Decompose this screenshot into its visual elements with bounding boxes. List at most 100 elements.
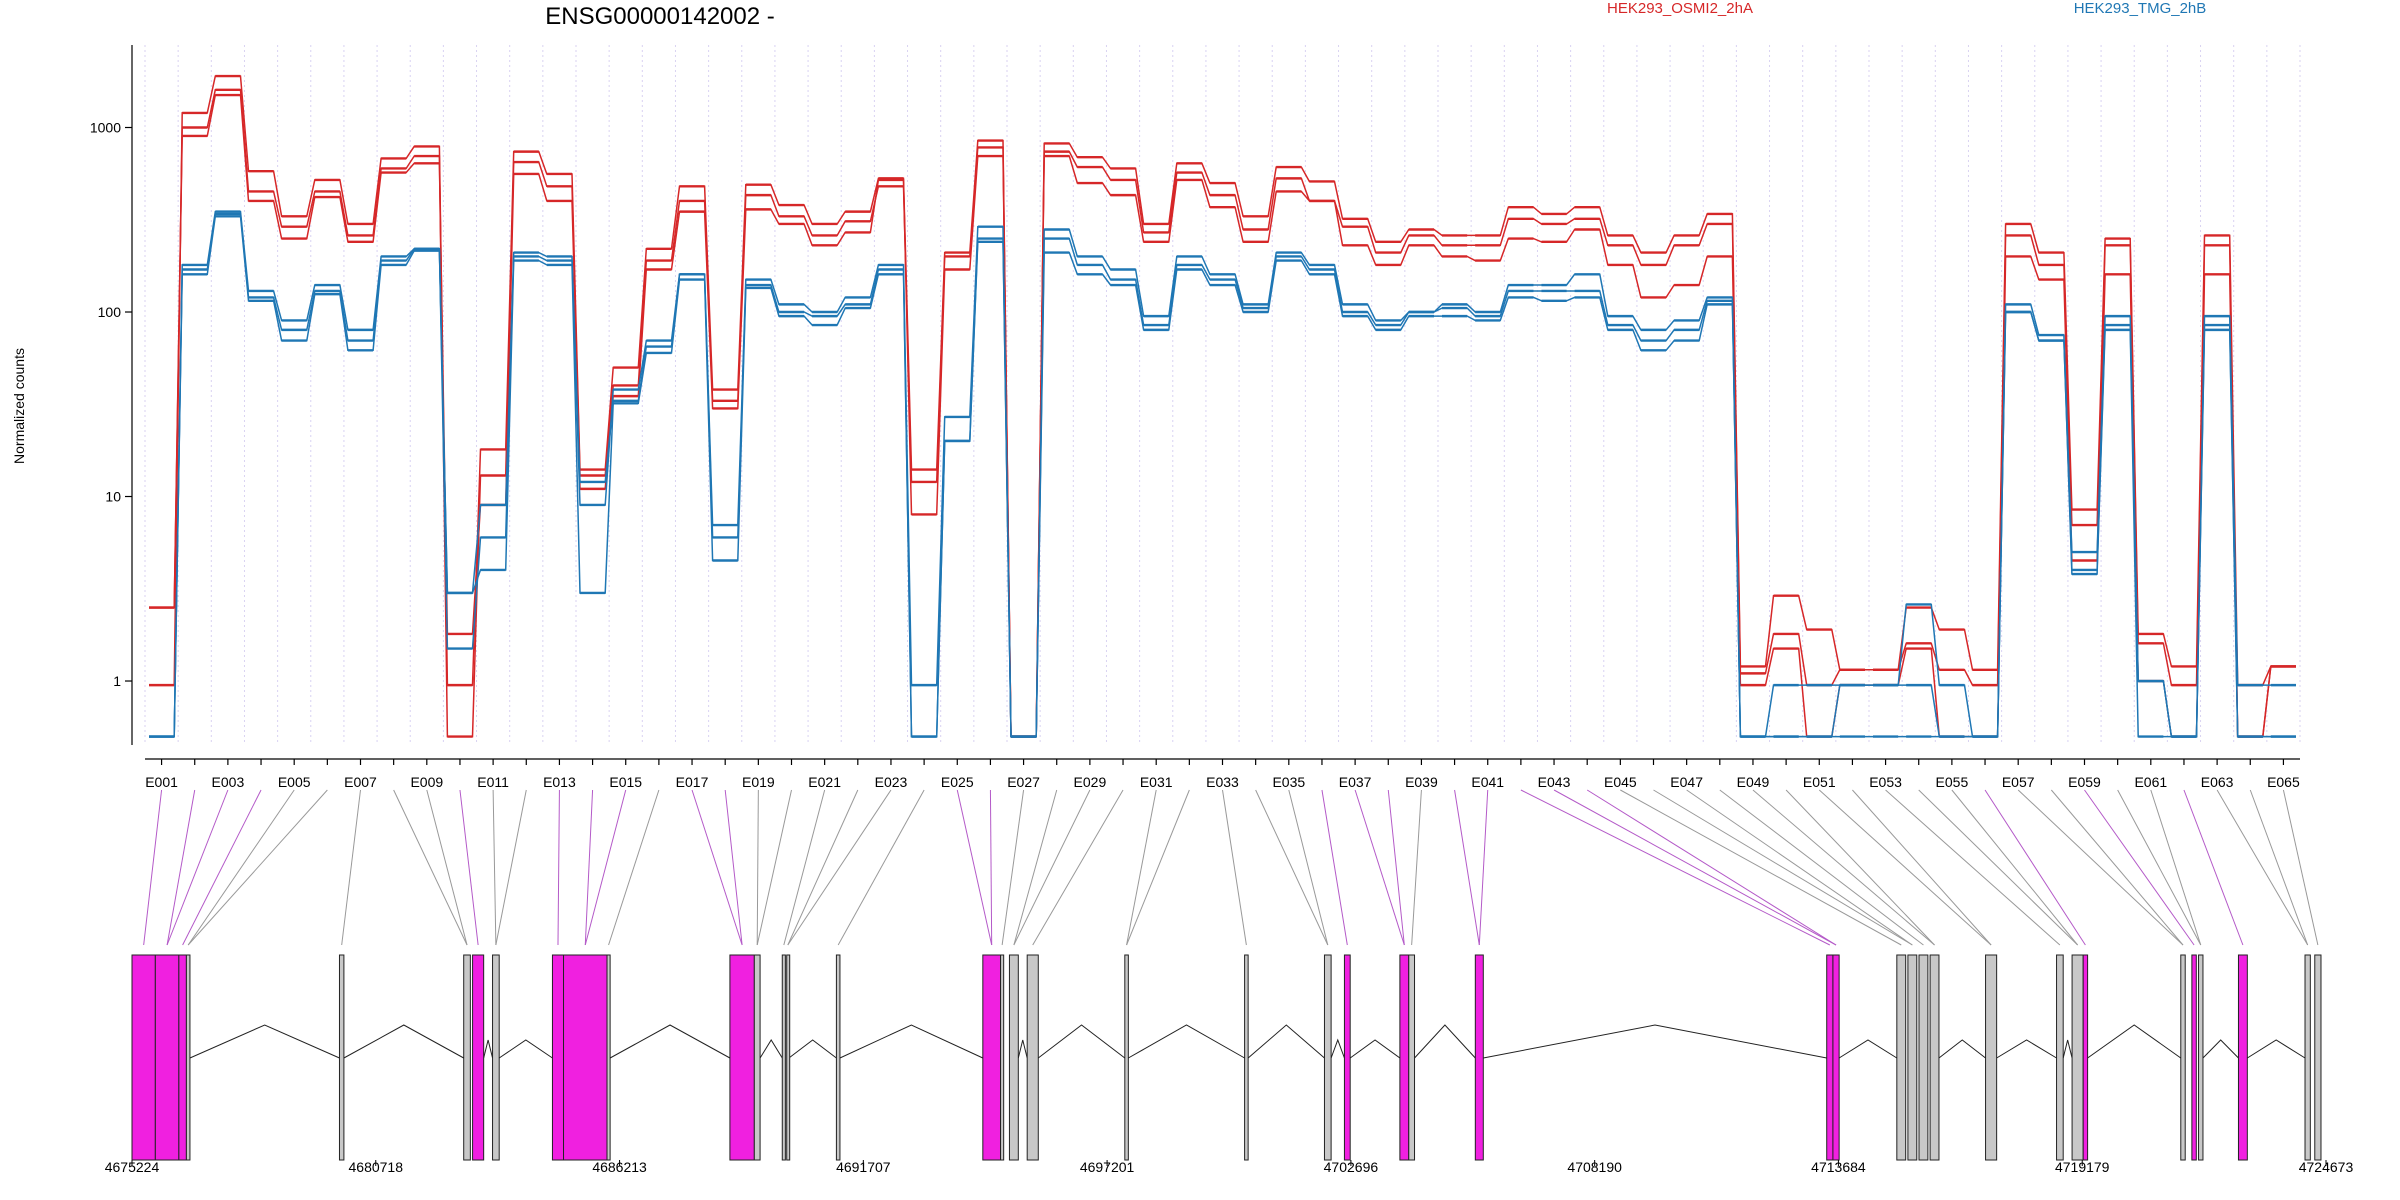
intron <box>2247 1039 2306 1059</box>
exon-block <box>606 954 611 1161</box>
intron <box>788 1039 837 1059</box>
x-tick-label: E039 <box>1405 774 1438 790</box>
intron <box>1330 1038 1345 1059</box>
exon-axis: E001 E003 E005 E007 E009 E011 E013 E015 E017 E019… <box>145 758 2300 790</box>
intron <box>1838 1039 1898 1059</box>
intron <box>343 1024 464 1059</box>
exon-block-highlighted <box>729 954 755 1161</box>
x-tick-label: E005 <box>278 774 311 790</box>
x-tick-label: E063 <box>2201 774 2234 790</box>
exon-block-highlighted <box>1343 954 1351 1161</box>
exon-block <box>1408 954 1416 1161</box>
exon-block <box>1896 954 1907 1161</box>
exon-connector <box>1951 789 2079 946</box>
x-tick-label: E029 <box>1074 774 1107 790</box>
exon-connectors <box>143 789 2319 946</box>
exon-block <box>1323 954 1332 1161</box>
intron <box>839 1024 984 1059</box>
series-5 <box>149 215 2296 738</box>
genome-axis: 4675224 4680718 4686213 4691707 4697201 47026… <box>105 1159 2354 1175</box>
exon-connector <box>426 789 468 946</box>
exon-connector <box>1553 789 1837 946</box>
exon-connector <box>956 789 993 946</box>
exon-connector <box>2050 789 2184 946</box>
exon-block <box>753 954 761 1161</box>
genome-tick-label: 4719179 <box>2055 1159 2110 1175</box>
exon-block <box>1918 954 1929 1161</box>
intron <box>1128 1024 1245 1059</box>
exon-block-highlighted <box>131 954 156 1161</box>
exon-block-highlighted <box>1826 954 1834 1161</box>
series-line <box>149 94 2296 738</box>
series-line <box>149 75 2296 738</box>
exon-block-highlighted <box>563 954 608 1161</box>
exon-block-highlighted <box>2237 954 2248 1161</box>
y-tick-label: 100 <box>98 304 122 320</box>
exon-block-highlighted <box>2082 954 2089 1161</box>
exon-connector <box>393 789 468 946</box>
series-line <box>149 210 2296 738</box>
exon-connector <box>166 789 229 946</box>
genome-tick-label: 4686213 <box>592 1159 647 1175</box>
exon-connector <box>182 789 262 946</box>
exon-connector <box>1885 789 2061 946</box>
x-tick-label: E057 <box>2002 774 2035 790</box>
exon-block-highlighted <box>1474 954 1484 1161</box>
x-tick-label: E065 <box>2267 774 2300 790</box>
intron <box>189 1024 340 1059</box>
exon-block <box>492 954 500 1161</box>
series-2 <box>149 93 2296 738</box>
intron <box>1037 1024 1126 1059</box>
exon-connector <box>341 789 361 946</box>
exon-connector <box>756 789 759 946</box>
x-tick-label: E017 <box>676 774 709 790</box>
exon-connector <box>989 789 993 946</box>
exon-connector <box>143 789 163 946</box>
x-tick-label: E037 <box>1339 774 1372 790</box>
intron <box>2202 1039 2239 1059</box>
genome-tick-label: 4691707 <box>836 1159 891 1175</box>
intron <box>1996 1039 2057 1059</box>
exon-connector <box>724 789 743 946</box>
x-tick-label: E031 <box>1140 774 1173 790</box>
exon-block <box>2304 954 2311 1161</box>
x-tick-label: E033 <box>1206 774 1239 790</box>
x-tick-label: E059 <box>2068 774 2101 790</box>
exon-connector <box>557 789 560 946</box>
x-tick-label: E049 <box>1737 774 1770 790</box>
intron <box>759 1039 783 1059</box>
exon-connector <box>1620 789 1902 946</box>
exon-block <box>1244 954 1249 1161</box>
exon-block <box>2180 954 2186 1161</box>
exon-block <box>1929 954 1940 1161</box>
genome-tick-label: 4713684 <box>1811 1159 1866 1175</box>
y-tick-label: 10 <box>105 489 121 505</box>
x-tick-label: E047 <box>1670 774 1703 790</box>
exon-connector <box>1126 789 1157 946</box>
intron <box>1483 1024 1827 1059</box>
exon-block-highlighted <box>154 954 180 1161</box>
intron <box>1017 1039 1028 1059</box>
exon-connector <box>837 789 925 946</box>
exon-connector <box>1222 789 1247 946</box>
intron <box>483 1039 494 1059</box>
x-tick-label: E051 <box>1803 774 1836 790</box>
exon-connector <box>2017 789 2184 946</box>
exon-connector <box>1520 789 1831 946</box>
exon-block <box>2198 954 2204 1161</box>
exon-connector <box>1918 789 2078 946</box>
exon-connector <box>1785 789 1935 946</box>
exon-block-highlighted <box>2191 954 2197 1161</box>
y-axis-label: Normalized counts <box>11 348 27 464</box>
exon-block <box>1000 954 1005 1161</box>
exon-block <box>2056 954 2064 1161</box>
exon-connector <box>2282 789 2319 946</box>
exon-connector <box>1126 789 1190 946</box>
exon-connector <box>495 789 527 946</box>
exon-block <box>1124 954 1129 1161</box>
exon-connector <box>608 789 660 946</box>
genome-tick-label: 4697201 <box>1080 1159 1135 1175</box>
exon-block <box>786 954 791 1161</box>
exon-connector <box>2183 789 2244 946</box>
